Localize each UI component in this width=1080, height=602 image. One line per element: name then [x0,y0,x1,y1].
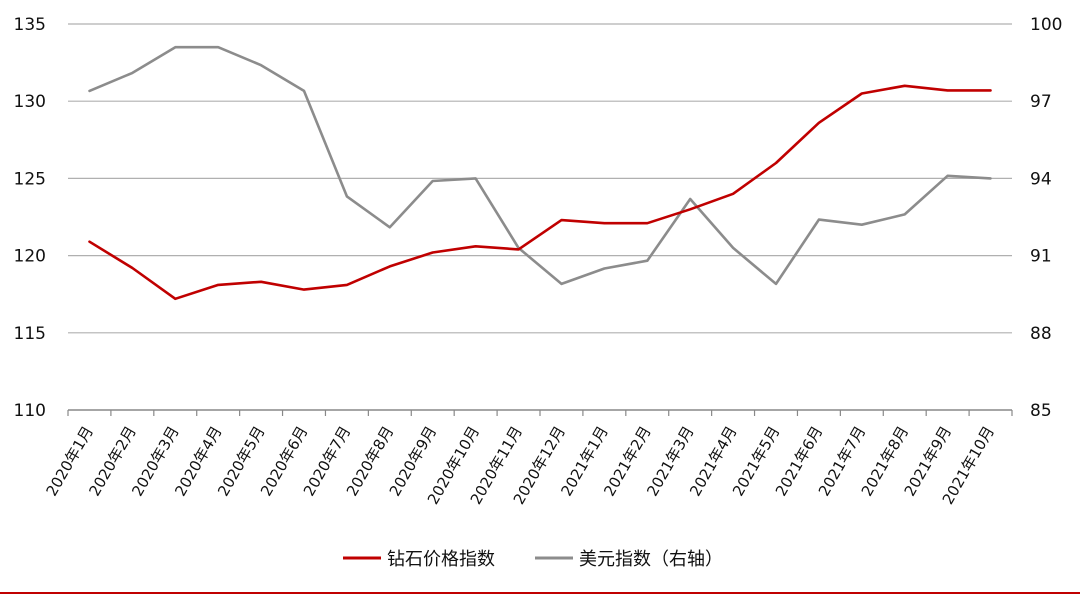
left-tick-label: 130 [14,92,46,112]
legend-label-usd: 美元指数（右轴） [579,549,723,570]
right-axis-ticks: 85 88 91 94 97 100 [1030,15,1062,421]
gridlines [68,23,1012,334]
x-axis: 2020年1月2020年2月2020年3月2020年4月2020年5月2020年… [42,409,1013,508]
series-line-1 [88,45,992,286]
bottom-red-rule [0,592,1080,594]
legend: 钻石价格指数 美元指数（右轴） [343,549,723,570]
right-tick-label: 85 [1030,401,1052,421]
right-tick-label: 100 [1030,15,1062,35]
left-axis-ticks: 110 115 120 125 130 135 [14,15,46,421]
right-tick-label: 88 [1030,324,1052,344]
left-tick-label: 135 [14,15,46,35]
right-tick-label: 97 [1030,92,1052,112]
left-tick-label: 125 [14,169,46,189]
left-tick-label: 115 [14,324,46,344]
legend-label-diamond: 钻石价格指数 [387,549,495,570]
right-tick-label: 94 [1030,169,1052,189]
left-tick-label: 110 [14,401,46,421]
series-lines [88,45,992,301]
right-tick-label: 91 [1030,247,1052,267]
series-line-0 [88,84,992,301]
left-tick-label: 120 [14,247,46,267]
